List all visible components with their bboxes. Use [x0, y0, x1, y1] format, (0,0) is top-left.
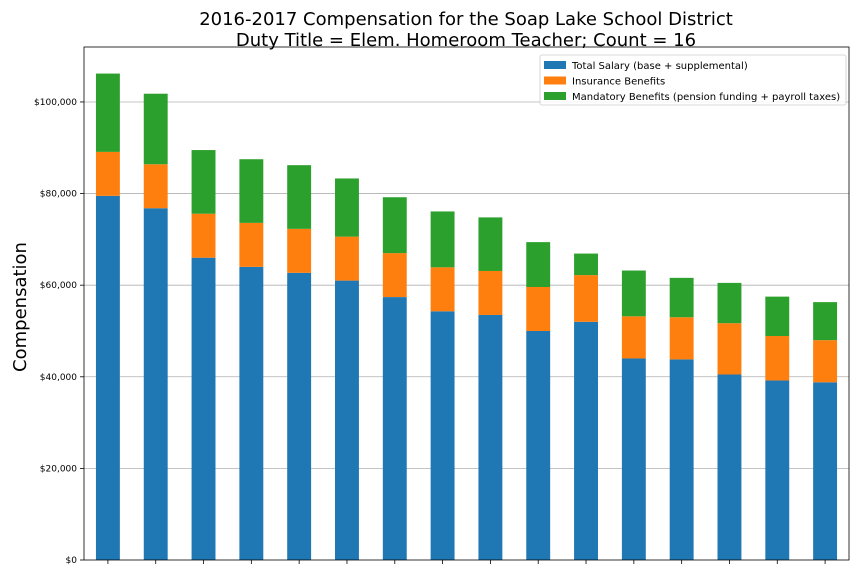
y-tick-label: $0	[66, 556, 78, 566]
bar-segment-series-0	[335, 280, 359, 560]
bar-segment-series-0	[621, 358, 646, 560]
y-tick-label: $20,000	[40, 464, 77, 474]
bar-segment-series-2	[287, 165, 312, 229]
bar-segment-series-1	[95, 151, 120, 196]
bar-segment-series-0	[382, 297, 407, 560]
bar-segment-series-0	[574, 321, 598, 560]
legend-box	[539, 54, 847, 106]
bar-segment-series-2	[574, 253, 598, 276]
bar-segment-series-1	[239, 222, 264, 267]
bar-segment-series-2	[95, 73, 120, 152]
bar-segment-series-1	[382, 253, 407, 298]
bar-segment-series-2	[143, 93, 168, 165]
bar-segment-series-1	[478, 270, 503, 315]
bar-segment-series-2	[621, 270, 646, 317]
legend-label: Insurance Benefits	[572, 77, 665, 88]
bar-segment-series-0	[717, 374, 742, 560]
bar-segment-series-1	[526, 287, 551, 331]
bar-segment-series-2	[669, 277, 694, 318]
bar-segment-series-2	[191, 150, 216, 214]
bar-segment-series-1	[621, 316, 646, 359]
bar-segment-series-1	[143, 164, 168, 209]
y-axis-label: Compensation	[10, 242, 31, 372]
bar-segment-series-0	[239, 266, 264, 560]
bar-segment-series-0	[765, 380, 790, 560]
chart-title-line-1: 2016-2017 Compensation for the Soap Lake…	[199, 9, 733, 30]
bar-segment-series-2	[717, 282, 742, 324]
bar-segment-series-2	[239, 159, 264, 223]
bar-segment-series-0	[478, 314, 503, 560]
bar-segment-series-0	[143, 208, 168, 560]
x-axis-ticks	[107, 560, 826, 564]
bar-segment-series-0	[287, 272, 312, 560]
bar-segment-series-2	[382, 197, 407, 254]
legend-label: Mandatory Benefits (pension funding + pa…	[572, 92, 840, 103]
bar-segment-series-1	[335, 236, 359, 281]
bar-segment-series-1	[813, 340, 838, 383]
legend-swatch	[544, 92, 566, 100]
bar-segment-series-1	[717, 323, 742, 375]
bar-segment-series-1	[287, 228, 312, 273]
plot-frame	[83, 46, 850, 561]
bar-segment-series-1	[430, 267, 455, 312]
bar-segment-series-2	[478, 217, 503, 271]
y-tick-label: $40,000	[40, 373, 77, 383]
y-tick-label: $100,000	[34, 98, 77, 108]
legend-swatch	[544, 61, 566, 69]
bar-segment-series-2	[430, 211, 455, 268]
bar-segment-series-0	[813, 382, 838, 560]
bar-segment-series-2	[335, 178, 359, 237]
legend: Total Salary (base + supplemental) Insura…	[539, 54, 847, 106]
bar-segment-series-1	[765, 336, 790, 381]
bar-segment-series-1	[669, 317, 694, 360]
bars	[95, 73, 838, 560]
y-axis-ticks: $0 $20,000 $40,000 $60,000 $80,000 $100,000	[34, 98, 84, 566]
bar-segment-series-1	[191, 213, 216, 258]
bar-segment-series-0	[526, 330, 551, 560]
y-tick-label: $80,000	[40, 190, 77, 200]
chart-title-line-2: Duty Title = Elem. Homeroom Teacher; Cou…	[236, 30, 696, 51]
legend-label: Total Salary (base + supplemental)	[571, 61, 748, 72]
bar-segment-series-1	[574, 275, 598, 322]
bar-segment-series-2	[813, 302, 838, 341]
y-tick-label: $60,000	[40, 281, 77, 291]
legend-swatch	[544, 76, 566, 85]
axes	[83, 46, 850, 561]
bar-segment-series-2	[526, 242, 551, 288]
bar-segment-series-0	[191, 257, 216, 560]
bar-segment-series-2	[765, 296, 790, 337]
bar-segment-series-0	[430, 311, 455, 560]
bar-segment-series-0	[669, 359, 694, 560]
bar-segment-series-0	[95, 195, 120, 560]
